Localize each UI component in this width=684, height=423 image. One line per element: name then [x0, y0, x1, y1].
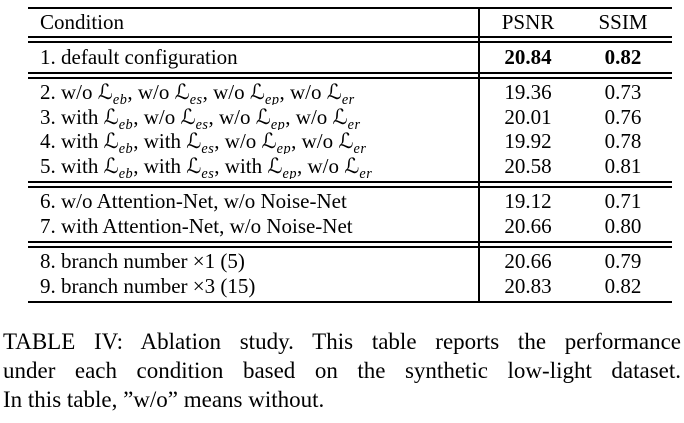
table-row: 8. branch number ×1 (5) 20.66 0.79	[28, 249, 672, 275]
loss-subscript: er	[347, 116, 361, 130]
table-header-row: Condition PSNR SSIM	[28, 9, 672, 36]
loss-subscript: eb	[118, 141, 134, 155]
psnr-value: 19.36	[504, 80, 552, 105]
table-section: 2. w/o ℒeb, w/o ℒes, w/o ℒep, w/o ℒer 19.…	[28, 79, 672, 181]
column-header-ssim: SSIM	[598, 10, 648, 34]
loss-subscript: er	[359, 165, 373, 179]
condition-cell: 3. with ℒeb, w/o ℒes, w/o ℒep, w/o ℒer	[28, 105, 450, 130]
table-caption: TABLE IV: Ablation study. This table rep…	[3, 327, 681, 414]
ablation-table: Condition PSNR SSIM 1. default configura…	[28, 7, 672, 303]
loss-symbol: ℒ	[97, 80, 113, 105]
loss-subscript: er	[341, 92, 355, 106]
psnr-value: 20.83	[504, 273, 552, 298]
loss-subscript: eb	[118, 116, 134, 130]
psnr-value: 19.92	[504, 129, 552, 154]
psnr-value: 20.66	[504, 213, 552, 238]
table-row: 6. w/o Attention-Net, w/o Noise-Net 19.12…	[28, 189, 672, 215]
loss-subscript: es	[201, 165, 215, 179]
caption-line: In this table, ”w/o” means without.	[3, 387, 325, 412]
loss-subscript: ep	[270, 116, 286, 130]
ssim-value: 0.80	[604, 213, 642, 238]
loss-subscript: ep	[264, 92, 280, 106]
column-header-psnr: PSNR	[501, 10, 555, 34]
section-double-rule	[28, 240, 672, 248]
psnr-value: 19.12	[504, 189, 552, 214]
ssim-value: 0.82	[604, 44, 642, 69]
loss-subscript: er	[353, 141, 367, 155]
condition-cell: 8. branch number ×1 (5)	[40, 249, 245, 274]
psnr-value: 20.66	[504, 249, 552, 274]
loss-symbol: ℒ	[344, 153, 360, 178]
table-row: 4. with ℒeb, with ℒes, w/o ℒep, w/o ℒer 1…	[28, 129, 672, 154]
psnr-value: 20.84	[504, 44, 552, 69]
table-row: 1. default configuration 20.84 0.82	[28, 45, 672, 70]
table-row: 9. branch number ×3 (15) 20.83 0.82	[28, 274, 672, 299]
loss-symbol: ℒ	[332, 104, 348, 129]
loss-subscript: eb	[118, 165, 134, 179]
condition-cell: 6. w/o Attention-Net, w/o Noise-Net	[40, 189, 347, 214]
loss-subscript: ep	[276, 141, 292, 155]
loss-symbol: ℒ	[103, 153, 119, 178]
ssim-value: 0.76	[604, 104, 642, 129]
condition-cell: 7. with Attention-Net, w/o Noise-Net	[40, 213, 353, 238]
header-double-rule	[28, 36, 672, 43]
caption-line: under each condition based on the synthe…	[3, 358, 681, 383]
table-bottom-rule	[28, 300, 672, 303]
condition-cell: 5. with ℒeb, with ℒes, with ℒep, w/o ℒer	[28, 154, 450, 179]
loss-symbol: ℒ	[180, 104, 196, 129]
loss-subscript: es	[189, 92, 203, 106]
table-row: 7. with Attention-Net, w/o Noise-Net 20.6…	[28, 214, 672, 239]
psnr-value: 20.58	[504, 153, 552, 178]
ssim-value: 0.82	[604, 273, 642, 298]
loss-symbol: ℒ	[186, 129, 202, 154]
table-section: 8. branch number ×1 (5) 20.66 0.79 9. branc…	[28, 248, 672, 301]
loss-symbol: ℒ	[267, 153, 283, 178]
ssim-value: 0.73	[604, 80, 642, 105]
table-row: 2. w/o ℒeb, w/o ℒes, w/o ℒep, w/o ℒer 19.…	[28, 80, 672, 105]
table-section: 6. w/o Attention-Net, w/o Noise-Net 19.12…	[28, 188, 672, 241]
caption-line: TABLE IV: Ablation study. This table rep…	[3, 329, 681, 354]
ssim-value: 0.79	[604, 249, 642, 274]
loss-symbol: ℒ	[338, 129, 354, 154]
ssim-value: 0.71	[604, 189, 642, 214]
condition-cell: 9. branch number ×3 (15)	[40, 273, 256, 298]
condition-cell: 1. default configuration	[40, 44, 238, 69]
ssim-value: 0.78	[604, 129, 642, 154]
loss-subscript: es	[201, 141, 215, 155]
loss-symbol: ℒ	[255, 104, 271, 129]
section-double-rule	[28, 71, 672, 79]
loss-symbol: ℒ	[249, 80, 265, 105]
loss-symbol: ℒ	[103, 129, 119, 154]
table-top-rule	[28, 7, 672, 9]
loss-subscript: eb	[112, 92, 128, 106]
table-row: 3. with ℒeb, w/o ℒes, w/o ℒep, w/o ℒer 20…	[28, 105, 672, 130]
section-double-rule	[28, 180, 672, 188]
condition-cell: 2. w/o ℒeb, w/o ℒes, w/o ℒep, w/o ℒer	[28, 80, 450, 105]
column-header-condition: Condition	[40, 10, 125, 34]
column-divider	[478, 7, 480, 303]
loss-symbol: ℒ	[261, 129, 277, 154]
loss-symbol: ℒ	[103, 104, 119, 129]
loss-subscript: es	[195, 116, 209, 130]
loss-symbol: ℒ	[186, 153, 202, 178]
loss-symbol: ℒ	[174, 80, 190, 105]
table-row: 5. with ℒeb, with ℒes, with ℒep, w/o ℒer…	[28, 154, 672, 179]
loss-subscript: ep	[282, 165, 297, 179]
condition-cell: 4. with ℒeb, with ℒes, w/o ℒep, w/o ℒer	[28, 129, 450, 154]
table-body: 1. default configuration 20.84 0.82 2. w/o …	[28, 43, 672, 301]
loss-symbol: ℒ	[326, 80, 342, 105]
ssim-value: 0.81	[604, 153, 642, 178]
psnr-value: 20.01	[504, 104, 552, 129]
table-section: 1. default configuration 20.84 0.82	[28, 43, 672, 72]
